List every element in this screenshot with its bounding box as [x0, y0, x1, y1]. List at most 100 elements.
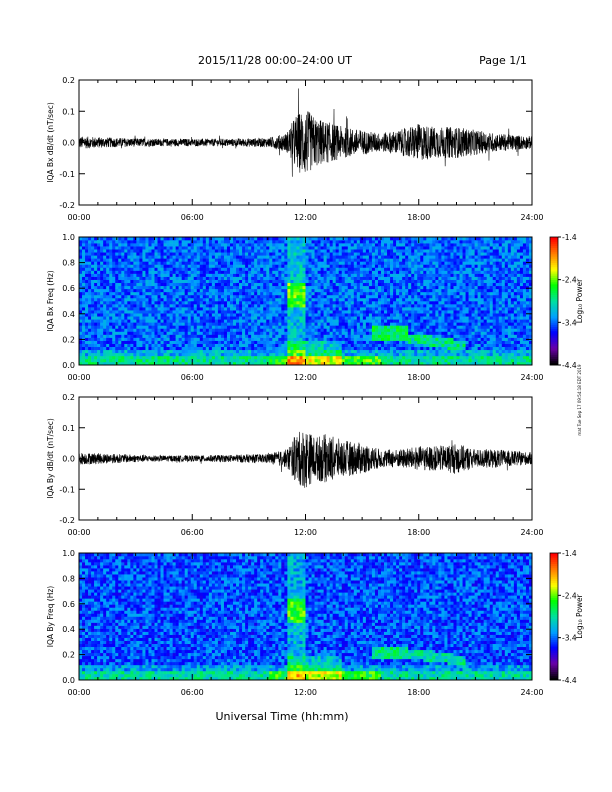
spectrogram-cell — [284, 349, 288, 354]
spectrogram-cell — [393, 246, 397, 250]
spectrogram-cell — [314, 246, 318, 250]
spectrogram-cell — [223, 252, 228, 256]
spectrogram-cell — [223, 237, 228, 241]
spectrogram-cell — [272, 285, 276, 290]
spectrogram-cell — [381, 282, 385, 287]
spectrogram-cell — [248, 304, 252, 308]
spectrogram-cell — [251, 358, 255, 363]
spectrogram-cell — [82, 325, 86, 329]
spectrogram-cell — [269, 349, 273, 354]
spectrogram-cell — [163, 361, 167, 366]
spectrogram-cell — [242, 331, 246, 335]
spectrogram-cell — [350, 285, 355, 290]
spectrogram-cell — [417, 325, 421, 329]
spectrogram-cell — [323, 343, 327, 348]
spectrogram-cell — [166, 240, 170, 244]
spectrogram-cell — [205, 258, 210, 262]
spectrogram-cell — [118, 325, 122, 329]
spectrogram-cell — [109, 294, 113, 299]
spectrogram-cell — [85, 297, 89, 302]
spectrogram-cell — [263, 301, 267, 305]
spectrogram-cell — [293, 279, 297, 284]
spectrogram-cell — [296, 294, 300, 299]
spectrogram-cell — [368, 361, 373, 366]
spectrogram-cell — [115, 255, 119, 259]
spectrogram-cell — [338, 297, 343, 302]
spectrogram-cell — [226, 249, 231, 253]
spectrogram-cell — [290, 325, 294, 329]
spectrogram-cell — [190, 307, 195, 311]
spectrogram-cell — [112, 237, 116, 241]
spectrogram-cell — [377, 349, 382, 354]
spectrogram-cell — [233, 273, 237, 277]
spectrogram-cell — [260, 297, 264, 302]
spectrogram-cell — [429, 270, 433, 274]
spectrogram-cell — [160, 246, 164, 250]
spectrogram-cell — [365, 310, 370, 314]
spectrogram-cell — [145, 261, 149, 265]
spectrogram-cell — [329, 264, 333, 268]
spectrogram-cell — [230, 276, 234, 280]
spectrogram-cell — [293, 319, 297, 323]
spectrogram-cell — [236, 261, 240, 265]
spectrogram-cell — [374, 297, 379, 302]
spectrogram-cell — [251, 246, 255, 250]
spectrogram-cell — [193, 334, 198, 338]
spectrogram-cell — [405, 243, 409, 247]
spectrogram-cell — [112, 343, 116, 348]
spectrogram-cell — [387, 264, 391, 268]
spectrogram-cell — [103, 334, 107, 338]
spectrogram-cell — [208, 246, 213, 250]
spectrogram-cell — [396, 252, 400, 256]
spectrogram-cell — [115, 261, 119, 265]
spectrogram-cell — [148, 325, 152, 329]
spectrogram-cell — [290, 346, 294, 351]
spectrogram-cell — [100, 325, 104, 329]
spectrogram-cell — [172, 261, 176, 265]
spectrogram-cell — [136, 337, 140, 341]
spectrogram-cell — [356, 361, 361, 366]
spectrogram-cell — [82, 252, 86, 256]
spectrogram-cell — [223, 328, 228, 332]
spectrogram-cell — [233, 361, 237, 366]
spectrogram-cell — [314, 307, 318, 311]
spectrogram-cell — [184, 243, 189, 247]
spectrogram-cell — [230, 328, 234, 332]
spectrogram-cell — [166, 301, 170, 305]
spectrogram-cell — [387, 325, 391, 329]
spectrogram-cell — [136, 282, 140, 287]
spectrogram-cell — [281, 291, 285, 296]
spectrogram-cell — [121, 264, 125, 268]
spectrogram-cell — [305, 331, 309, 335]
spectrogram-cell — [332, 288, 336, 293]
spectrogram-cell — [423, 285, 427, 290]
spectrogram-cell — [296, 361, 300, 366]
spectrogram-cell — [272, 249, 276, 253]
spectrogram-cell — [145, 361, 149, 366]
spectrogram-cell — [411, 267, 415, 271]
spectrogram-cell — [205, 288, 210, 293]
spectrogram-cell — [426, 282, 430, 287]
spectrogram-cell — [405, 337, 409, 341]
spectrogram-cell — [205, 261, 210, 265]
spectrogram-cell — [175, 337, 179, 341]
spectrogram-cell — [329, 337, 333, 341]
spectrogram-cell — [399, 328, 403, 332]
spectrogram-cell — [344, 267, 349, 271]
spectrogram-cell — [199, 355, 204, 360]
spectrogram-cell — [293, 246, 297, 250]
spectrogram-cell — [106, 240, 110, 244]
spectrogram-cell — [371, 319, 376, 323]
spectrogram-cell — [248, 294, 252, 299]
spectrogram-cell — [353, 355, 358, 360]
spectrogram-cell — [296, 282, 300, 287]
spectrogram-cell — [272, 291, 276, 296]
spectrogram-cell — [335, 334, 340, 338]
spectrogram-cell — [353, 322, 358, 326]
spectrogram-cell — [290, 249, 294, 253]
spectrogram-cell — [202, 325, 207, 329]
spectrogram-cell — [293, 273, 297, 277]
spectrogram-cell — [278, 313, 282, 317]
spectrogram-cell — [214, 297, 219, 302]
spectrogram-cell — [426, 252, 430, 256]
